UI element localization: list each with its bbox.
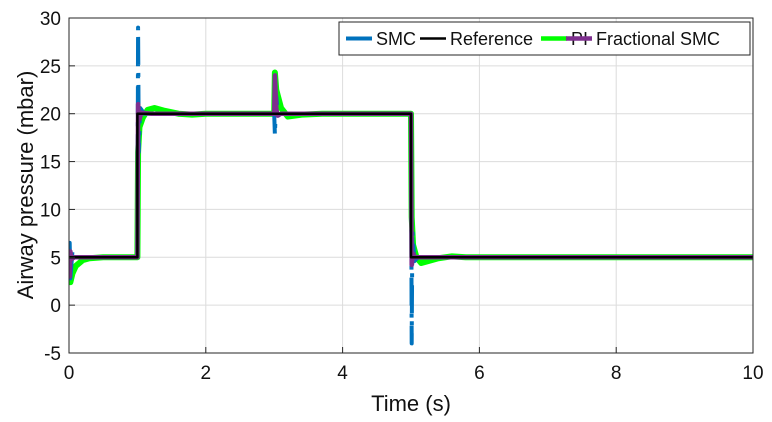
- x-tick-label: 8: [611, 363, 622, 384]
- legend: SMCReferencePIFractional SMC: [338, 21, 751, 56]
- legend-label: Fractional SMC: [596, 29, 720, 49]
- y-axis-label: Airway pressure (mbar): [13, 71, 38, 300]
- y-tick-label: 30: [40, 9, 61, 30]
- y-tick-label: 10: [40, 200, 61, 221]
- y-tick-label: 0: [50, 296, 61, 317]
- x-tick-label: 2: [201, 363, 212, 384]
- y-tick-label: 20: [40, 105, 61, 126]
- series-line-reference: [69, 112, 753, 259]
- y-tick-label: 25: [40, 57, 61, 78]
- series-line-smc: [69, 25, 753, 346]
- x-axis-label: Time (s): [371, 391, 451, 416]
- x-tick-label: 4: [337, 363, 348, 384]
- y-tick-label: -5: [44, 344, 61, 365]
- x-tick-label: 0: [64, 363, 75, 384]
- legend-label: Reference: [450, 29, 533, 49]
- x-tick-label: 6: [474, 363, 485, 384]
- plot-border: [68, 17, 754, 354]
- y-tick-label: 5: [50, 248, 61, 269]
- x-tick-label: 10: [742, 363, 763, 384]
- y-tick-label: 15: [40, 153, 61, 174]
- legend-label: SMC: [376, 29, 416, 49]
